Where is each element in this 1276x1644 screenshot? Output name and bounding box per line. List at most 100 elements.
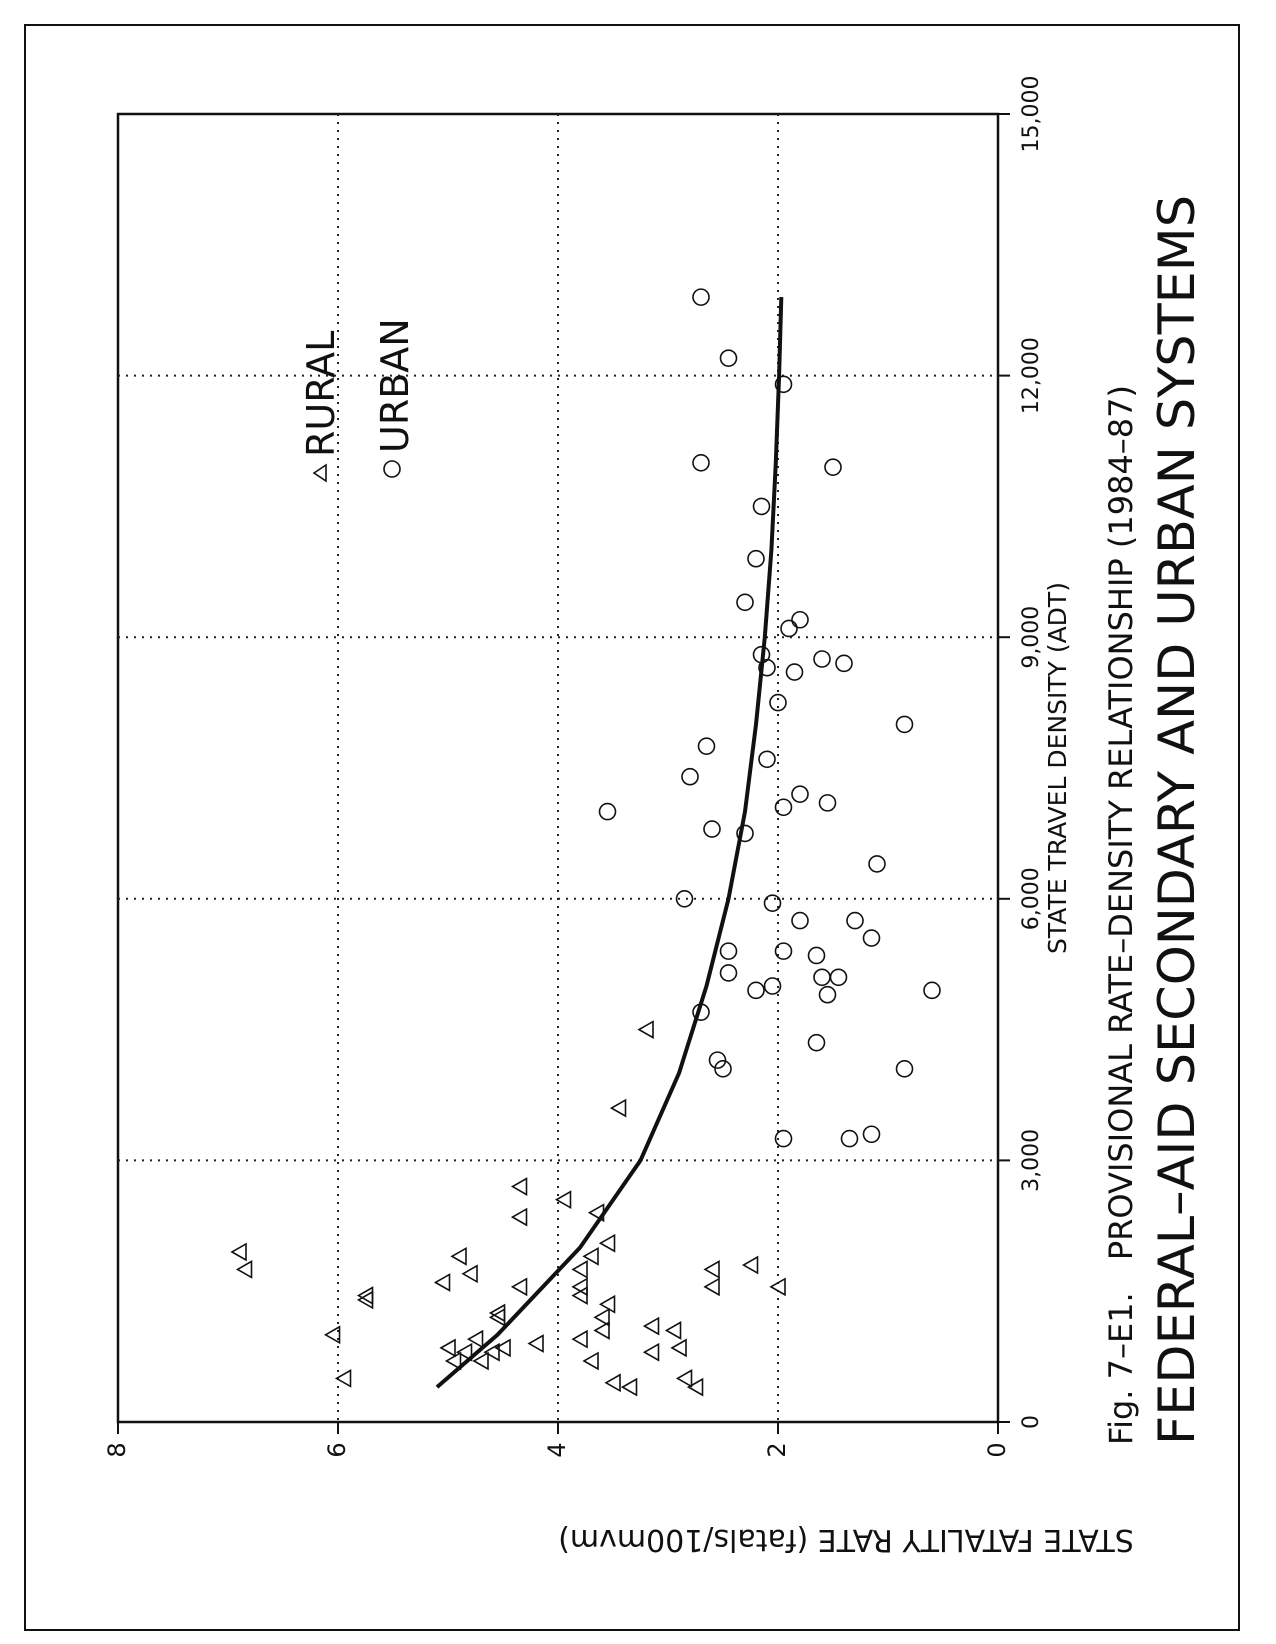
urban-point (862, 929, 881, 947)
urban-point (774, 375, 793, 394)
y-tick-labels: 0 2 4 6 8 (103, 1442, 1011, 1457)
urban-point (813, 968, 831, 987)
rural-point (642, 1342, 660, 1362)
x-tick-label: 15,000 (1019, 76, 1044, 153)
urban-point (769, 693, 787, 712)
rural-point (593, 1321, 610, 1340)
rural-point (510, 1207, 528, 1227)
rural-point (604, 1373, 621, 1393)
urban-point (868, 855, 886, 873)
caption-prefix: Fig. 7–E1. (1102, 1292, 1140, 1445)
x-tick-label: 9,000 (1019, 606, 1044, 669)
urban-point (785, 663, 804, 681)
x-tick-label: 0 (1019, 1415, 1044, 1429)
x-tick-label: 6,000 (1019, 867, 1044, 930)
fit-curve (435, 297, 784, 1389)
rural-point (609, 1098, 627, 1118)
y-tick-label: 6 (323, 1442, 351, 1457)
urban-point (763, 894, 782, 912)
legend-rural-label: RURAL (299, 331, 343, 457)
rural-point (444, 1351, 462, 1371)
rural-point (356, 1286, 374, 1305)
rural-point (686, 1377, 704, 1397)
rural-point (510, 1277, 528, 1297)
rural-point (439, 1338, 456, 1358)
rural-point (620, 1377, 638, 1397)
rural-point (571, 1329, 588, 1349)
urban-point (681, 767, 699, 786)
rural-point (433, 1273, 451, 1292)
caption-title-line1: PROVISIONAL RATE–DENSITY RELATIONSHIP (1… (1102, 385, 1140, 1260)
urban-point (697, 737, 716, 756)
urban-point (895, 715, 914, 734)
rural-point (472, 1351, 489, 1371)
legend-urban-label: URBAN (373, 318, 417, 453)
urban-point (840, 1129, 859, 1148)
rural-point (675, 1369, 693, 1388)
urban-point (807, 946, 826, 965)
rural-point (571, 1286, 588, 1305)
urban-point (791, 610, 809, 629)
x-tick-label: 3,000 (1019, 1129, 1044, 1192)
urban-point (791, 785, 809, 803)
urban-point (758, 750, 776, 769)
rural-point (455, 1342, 473, 1362)
urban-point (747, 549, 765, 568)
urban-point (714, 1060, 732, 1078)
urban-point (692, 453, 710, 472)
y-axis-label: STATE FATALITY RATE (fatals/100mvm) (558, 1522, 1134, 1557)
rural-point (510, 1177, 528, 1196)
urban-point (692, 1003, 710, 1021)
urban-point (829, 968, 848, 987)
urban-point (807, 1033, 826, 1052)
rural-point (637, 1020, 654, 1039)
caption-line2: FEDERAL–AID SECONDARY AND URBAN SYSTEMS (1148, 195, 1206, 1445)
axis-ticks (117, 113, 1010, 1434)
urban-point (895, 1060, 914, 1078)
rural-point (494, 1338, 511, 1358)
rural-point (598, 1233, 616, 1253)
legend-triangle-marker (312, 463, 327, 483)
rural-point (483, 1342, 500, 1362)
rural-point (703, 1260, 720, 1279)
urban-point (736, 593, 754, 612)
data-points (230, 288, 941, 1397)
rural-point (527, 1334, 544, 1353)
x-tick-label: 12,000 (1019, 337, 1044, 414)
rural-point (741, 1255, 759, 1275)
y-tick-label: 0 (983, 1442, 1011, 1457)
rural-point (450, 1246, 467, 1266)
rural-point (598, 1294, 616, 1314)
urban-point (763, 977, 782, 995)
urban-point (774, 1129, 793, 1148)
rural-point (769, 1277, 786, 1297)
fit-curve-group (435, 297, 784, 1389)
urban-point (835, 654, 853, 673)
urban-point (719, 964, 738, 982)
urban-point (736, 824, 754, 843)
urban-point (675, 889, 694, 908)
urban-point (846, 911, 864, 930)
urban-point (747, 981, 765, 1000)
rural-point (670, 1338, 687, 1358)
rural-point (466, 1329, 484, 1349)
rural-point (582, 1351, 599, 1371)
urban-point (813, 650, 831, 668)
urban-point (862, 1125, 881, 1144)
urban-point (780, 619, 798, 638)
urban-point (791, 911, 809, 930)
rural-point (554, 1190, 572, 1210)
x-axis-label: STATE TRAVEL DENSITY (ADT) (1043, 582, 1072, 954)
rural-point (593, 1307, 610, 1327)
rural-point (703, 1277, 720, 1297)
urban-point (703, 820, 721, 838)
rural-point (582, 1246, 599, 1266)
urban-point (923, 981, 941, 1000)
urban-point (719, 349, 738, 367)
y-tick-label: 8 (103, 1442, 131, 1457)
urban-point (692, 288, 710, 306)
legend-circle-marker (383, 460, 401, 478)
y-tick-label: 4 (543, 1442, 571, 1457)
y-tick-label: 2 (763, 1442, 791, 1457)
